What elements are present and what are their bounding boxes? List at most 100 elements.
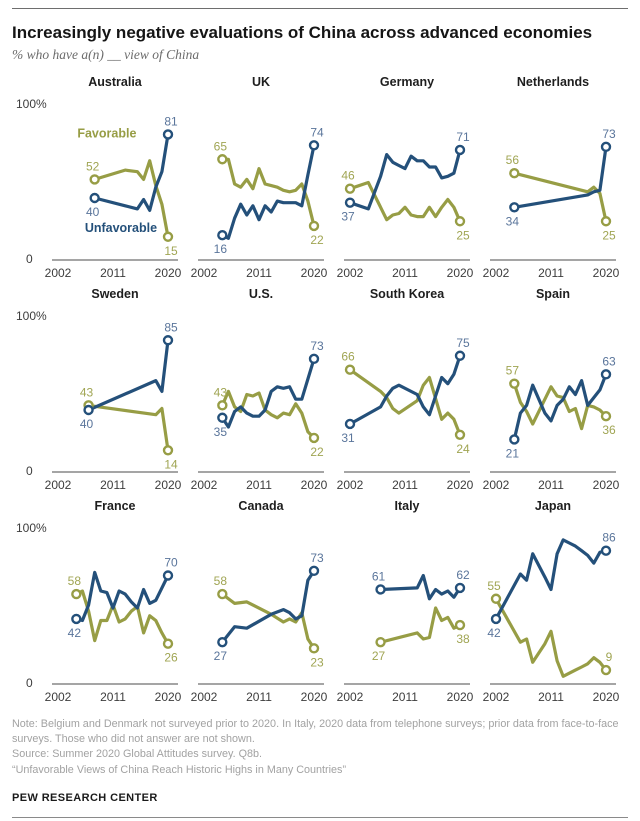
x-tick-label: 2011 <box>538 690 564 704</box>
favorable-endpoint-marker <box>344 364 356 376</box>
brand: PEW RESEARCH CENTER <box>12 791 158 804</box>
chart-country-title: Canada <box>238 499 284 514</box>
unfavorable-endpoint-marker <box>83 405 94 416</box>
page-title: Increasingly negative evaluations of Chi… <box>12 23 593 42</box>
favorable-value-label: 36 <box>602 423 616 437</box>
legend-favorable-label: Favorable <box>77 127 136 141</box>
bottom-rule <box>12 816 628 818</box>
favorable-value-label: 56 <box>506 153 520 167</box>
unfavorable-value-label: 34 <box>506 215 520 229</box>
unfavorable-endpoint-marker <box>454 350 466 362</box>
unfavorable-endpoint-marker <box>162 129 174 140</box>
chart-panel-south-korea: South Korea 2002 2011 2020 66 24 31 75 <box>334 287 480 499</box>
unfavorable-value-label: 73 <box>310 339 324 353</box>
chart-panel-spain: Spain 2002 2011 2020 57 36 21 63 <box>480 287 626 499</box>
chart-country-title: UK <box>251 75 271 90</box>
x-tick-label: 2020 <box>447 478 474 492</box>
unfavorable-endpoint-marker <box>509 434 520 445</box>
y-axis-min-label: 0 <box>26 464 33 479</box>
unfavorable-line <box>379 574 462 601</box>
x-tick-label: 2002 <box>483 690 510 704</box>
footer: Note: Belgium and Denmark not surveyed p… <box>12 717 628 803</box>
unfavorable-endpoint-marker <box>308 565 320 577</box>
favorable-value-label: 38 <box>456 632 470 646</box>
chart-uk: 2002 2011 2020 65 22 16 74 <box>191 126 328 281</box>
favorable-endpoint-marker <box>509 378 520 390</box>
x-tick-label: 2011 <box>100 690 126 704</box>
favorable-value-label: 58 <box>214 574 228 588</box>
chart-country-title: South Korea <box>369 287 445 302</box>
legend-unfavorable-label: Unfavorable <box>85 221 157 235</box>
chart-south-korea: 2002 2011 2020 66 24 31 75 <box>337 336 474 492</box>
favorable-value-label: 55 <box>487 579 501 593</box>
unfavorable-value-label: 71 <box>456 130 470 144</box>
chart-u-s-: 2002 2011 2020 43 22 35 73 <box>191 339 328 492</box>
favorable-line <box>87 404 170 453</box>
page-subtitle: % who have a(n) __ view of China <box>12 47 200 63</box>
favorable-line <box>93 159 170 239</box>
unfavorable-endpoint-marker <box>454 582 466 594</box>
unfavorable-value-label: 16 <box>214 242 228 256</box>
unfavorable-line <box>220 143 316 241</box>
y-axis-min-label: 0 <box>26 252 33 267</box>
favorable-endpoint-marker <box>217 589 228 600</box>
chart-country-title: France <box>94 499 136 514</box>
x-tick-label: 2002 <box>45 266 72 280</box>
unfavorable-value-label: 63 <box>602 355 616 369</box>
favorable-line <box>379 606 462 645</box>
unfavorable-endpoint-marker <box>600 545 612 557</box>
top-rule <box>12 8 628 9</box>
report-title-note: “Unfavorable Views of China Reach Histor… <box>12 763 347 776</box>
chart-row-3: 100% 0 France 2002 2011 2020 58 26 42 70 Canada 200… <box>12 499 628 711</box>
footnote: Note: Belgium and Denmark not surveyed p… <box>12 718 619 746</box>
y-axis-min-label: 0 <box>26 676 33 691</box>
favorable-endpoint-marker <box>600 216 612 227</box>
chart-country-title: Australia <box>88 75 142 90</box>
chart-panel-france: France 2002 2011 2020 58 26 42 70 <box>42 499 188 711</box>
favorable-endpoint-marker <box>217 154 228 165</box>
favorable-value-label: 23 <box>310 656 324 670</box>
y-axis-max-label: 100% <box>16 97 47 112</box>
favorable-line <box>348 181 462 224</box>
favorable-endpoint-marker <box>454 429 466 441</box>
unfavorable-value-label: 21 <box>506 447 520 461</box>
favorable-value-label: 46 <box>341 169 355 183</box>
unfavorable-value-label: 70 <box>164 556 178 570</box>
chart-panel-japan: Japan 2002 2011 2020 55 9 42 86 <box>480 499 626 711</box>
favorable-value-label: 24 <box>456 442 470 456</box>
favorable-value-label: 58 <box>68 574 82 588</box>
unfavorable-value-label: 42 <box>68 626 82 640</box>
favorable-value-label: 25 <box>602 229 616 243</box>
x-tick-label: 2011 <box>100 478 126 492</box>
favorable-line <box>220 157 316 228</box>
unfavorable-line <box>93 133 170 213</box>
favorable-endpoint-marker <box>308 220 320 232</box>
unfavorable-endpoint-marker <box>89 193 100 204</box>
y-axis-max-label: 100% <box>16 309 47 324</box>
x-tick-label: 2020 <box>155 690 182 704</box>
x-tick-label: 2002 <box>483 478 510 492</box>
favorable-value-label: 25 <box>456 229 470 243</box>
x-tick-label: 2020 <box>593 690 620 704</box>
unfavorable-value-label: 27 <box>214 649 228 663</box>
chart-sweden: 2002 2011 2020 43 14 40 85 <box>45 321 182 493</box>
x-tick-label: 2011 <box>392 690 418 704</box>
unfavorable-endpoint-marker <box>600 141 612 153</box>
favorable-endpoint-marker <box>509 168 520 179</box>
unfavorable-value-label: 62 <box>456 568 470 582</box>
unfavorable-line <box>220 357 316 429</box>
favorable-endpoint-marker <box>71 589 82 600</box>
chart-country-title: Sweden <box>91 287 139 302</box>
unfavorable-value-label: 74 <box>310 126 324 140</box>
favorable-value-label: 66 <box>341 350 355 364</box>
x-tick-label: 2011 <box>246 478 272 492</box>
favorable-value-label: 52 <box>86 160 100 174</box>
unfavorable-endpoint-marker <box>217 637 228 648</box>
chart-country-title: U.S. <box>248 287 274 302</box>
unfavorable-value-label: 42 <box>487 626 501 640</box>
unfavorable-endpoint-marker <box>375 584 386 595</box>
unfavorable-line <box>348 354 462 426</box>
x-tick-label: 2002 <box>337 690 364 704</box>
unfavorable-endpoint-marker <box>308 140 320 151</box>
favorable-value-label: 27 <box>372 649 386 663</box>
